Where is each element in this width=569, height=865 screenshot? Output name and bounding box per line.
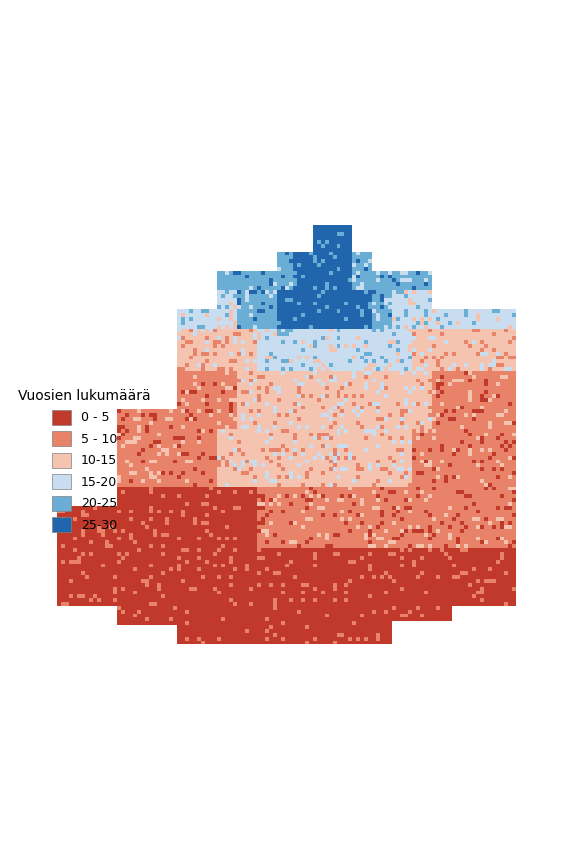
Legend: 0 - 5, 5 - 10, 10-15, 15-20, 20-25, 25-30: 0 - 5, 5 - 10, 10-15, 15-20, 20-25, 25-3… xyxy=(12,383,157,539)
